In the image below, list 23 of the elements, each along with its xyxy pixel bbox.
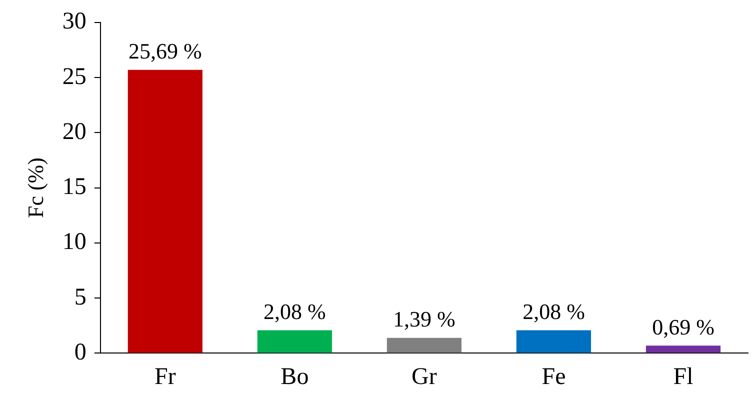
bar	[386, 338, 462, 353]
y-tick-label: 25	[62, 64, 86, 90]
x-tick-label: Fl	[673, 364, 694, 390]
bar	[128, 70, 202, 353]
data-label: 1,39 %	[393, 306, 456, 332]
data-label: 25,69 %	[128, 38, 202, 64]
y-tick-label: 20	[62, 118, 86, 145]
data-label: 2,08 %	[264, 299, 326, 324]
y-tick-label: 15	[62, 174, 86, 200]
y-tick-label: 30	[62, 8, 86, 35]
y-tick-label: 0	[74, 339, 86, 366]
x-tick-label: Bo	[280, 364, 309, 390]
data-label: 0,69 %	[652, 314, 714, 340]
bar	[516, 330, 592, 353]
x-tick-label: Fe	[542, 364, 566, 390]
x-tick-label: Fr	[154, 364, 176, 390]
bar	[257, 330, 332, 353]
bar	[646, 346, 721, 353]
x-tick-label: Gr	[412, 364, 437, 390]
y-tick-label: 5	[74, 284, 86, 310]
data-label: 2,08 %	[522, 299, 585, 324]
y-tick-label: 10	[62, 229, 86, 256]
y-axis-title: Fc (%)	[22, 158, 48, 218]
